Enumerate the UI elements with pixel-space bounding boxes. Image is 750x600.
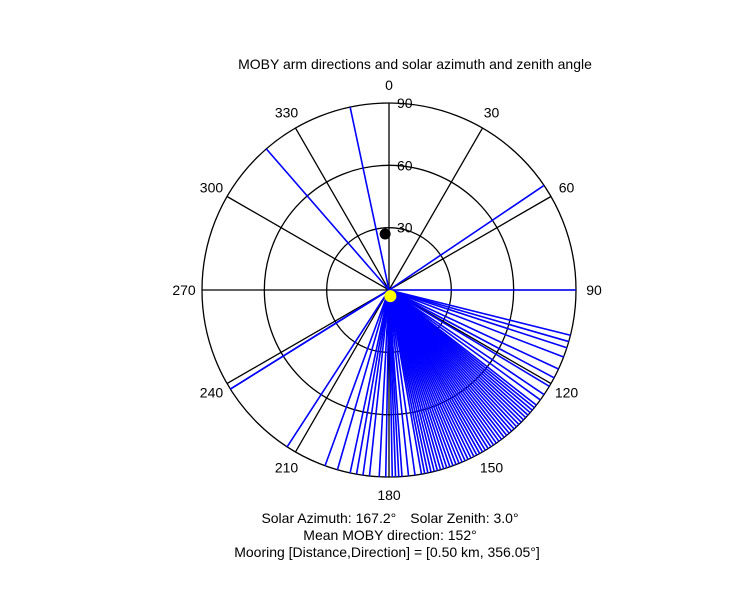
markers <box>379 228 397 303</box>
spoke-30 <box>388 127 484 291</box>
chart-title: MOBY arm directions and solar azimuth an… <box>238 56 592 72</box>
angle-label-180: 180 <box>377 487 401 503</box>
arm-line-72 <box>324 289 390 466</box>
angle-label-210: 210 <box>275 460 299 476</box>
angle-label-270: 270 <box>172 282 196 298</box>
radial-tick-label-60: 60 <box>397 157 413 173</box>
arm-line-56 <box>388 289 436 472</box>
angle-label-0: 0 <box>385 77 393 93</box>
spoke-240 <box>226 289 390 385</box>
arm-line-61 <box>388 289 410 477</box>
spoke-330 <box>294 127 390 291</box>
mean-direction-text: Mean MOBY direction: 152° <box>303 527 476 543</box>
arm-line-62 <box>388 289 403 477</box>
arm-directions <box>229 106 576 477</box>
arm-line-69 <box>355 289 390 475</box>
angle-label-300: 300 <box>200 180 224 196</box>
sun-marker <box>384 290 397 303</box>
solar-zenith-text: Solar Zenith: 3.0° <box>410 510 518 526</box>
radial-tick-label-90: 90 <box>397 95 413 111</box>
spoke-60 <box>388 195 552 291</box>
angle-label-150: 150 <box>480 460 504 476</box>
radial-tick-label-30: 30 <box>397 220 413 236</box>
angle-label-240: 240 <box>200 385 224 401</box>
arm-line-0 <box>349 106 390 291</box>
mooring-text: Mooring [Distance,Direction] = [0.50 km,… <box>234 544 540 560</box>
arm-line-70 <box>349 289 390 474</box>
arm-line-14 <box>388 289 555 379</box>
arm-line-16 <box>388 289 545 396</box>
arm-line-4 <box>286 289 390 448</box>
mooring-marker <box>379 228 391 240</box>
solar-azimuth-text: Solar Azimuth: 167.2° <box>261 510 396 526</box>
arm-line-67 <box>368 289 390 477</box>
spoke-300 <box>226 195 390 291</box>
angle-label-60: 60 <box>559 180 575 196</box>
arm-line-7 <box>388 184 545 291</box>
angle-label-30: 30 <box>484 104 500 120</box>
arm-line-10 <box>388 289 569 343</box>
arm-line-59 <box>388 289 423 475</box>
arm-line-1 <box>265 148 390 291</box>
arm-line-65 <box>384 289 390 477</box>
arm-line-71 <box>336 289 390 470</box>
arm-line-9 <box>388 289 571 337</box>
arm-line-64 <box>388 289 394 477</box>
arm-line-60 <box>388 289 416 476</box>
angle-label-120: 120 <box>555 385 579 401</box>
arm-line-15 <box>388 289 550 387</box>
polar-labels: 0 30 60 90 120 150 180 210 240 270 300 330 30 60 90 <box>172 77 602 503</box>
spoke-210 <box>294 289 390 453</box>
angle-label-330: 330 <box>275 104 299 120</box>
arm-line-66 <box>378 289 390 477</box>
arm-line-3 <box>229 289 390 390</box>
arm-line-13 <box>388 289 559 370</box>
angle-label-90: 90 <box>586 282 602 298</box>
arm-line-11 <box>388 289 568 349</box>
arm-line-17 <box>388 289 541 401</box>
arm-line-12 <box>388 289 564 358</box>
arm-line-68 <box>362 289 390 476</box>
solar-info-line: Solar Azimuth: 167.2° Solar Zenith: 3.0° <box>261 510 518 526</box>
